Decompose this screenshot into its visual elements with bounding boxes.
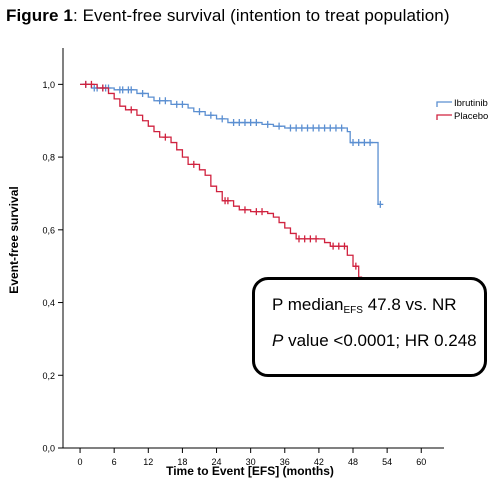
censor-mark	[287, 124, 294, 132]
x-tick-label: 42	[314, 457, 324, 467]
x-tick-label: 0	[78, 457, 83, 467]
censor-mark	[128, 106, 135, 114]
censor-mark	[341, 242, 348, 250]
legend-label: Ibrutinib	[454, 98, 488, 109]
censor-mark	[307, 235, 314, 243]
censor-mark	[179, 100, 186, 108]
censor-mark	[313, 235, 320, 243]
censor-mark	[295, 235, 302, 243]
chart-legend: Ibrutinib Placebo	[436, 98, 488, 122]
series-layer	[80, 80, 385, 288]
y-tick-label: 0,4	[42, 298, 55, 308]
series-ibrutinib	[80, 80, 384, 208]
median-prefix: P median	[272, 295, 344, 314]
y-tick-label: 0,0	[42, 444, 55, 454]
statistics-annotation-box: P medianEFS 47.8 vs. NR P value <0.0001;…	[252, 277, 487, 377]
series-placebo	[80, 80, 385, 288]
y-tick-label: 1,0	[42, 80, 55, 90]
censor-mark	[350, 139, 357, 147]
censor-mark	[259, 208, 266, 216]
y-tick-label: 0,6	[42, 225, 55, 235]
censor-mark	[128, 86, 135, 94]
censor-mark	[330, 242, 337, 250]
censor-mark	[327, 124, 334, 132]
censor-mark	[321, 124, 328, 132]
censor-mark	[304, 124, 311, 132]
censor-mark	[247, 119, 254, 127]
y-tick-label: 0,2	[42, 371, 55, 381]
censor-mark	[162, 133, 169, 141]
legend-label: Placebo	[454, 111, 488, 122]
p-italic: P	[272, 331, 284, 350]
censor-mark	[196, 108, 203, 116]
censor-mark	[241, 206, 248, 214]
censor-mark	[190, 160, 197, 168]
median-subscript: EFS	[343, 305, 363, 316]
censor-mark	[276, 122, 283, 130]
censor-mark	[88, 80, 95, 88]
censor-mark	[361, 139, 368, 147]
survival-curve-ibrutinib	[80, 83, 382, 206]
chart-axes: 0,0 0,2 0,4 0,6 0,8 1,0 0 6 12 18 24 30 36 42 48 54 60	[42, 48, 444, 467]
p-value-line: P value <0.0001; HR 0.248	[272, 330, 484, 352]
p-value-hr: value <0.0001; HR 0.248	[283, 331, 477, 350]
censor-mark	[230, 119, 237, 127]
censor-mark	[298, 124, 305, 132]
y-axis-label: Event-free survival	[7, 186, 21, 293]
censor-mark	[293, 124, 300, 132]
legend-swatch	[436, 114, 452, 120]
survival-curve-placebo	[80, 83, 382, 286]
figure-label: Figure 1	[6, 6, 73, 25]
censor-mark	[332, 124, 339, 132]
x-tick-label: 12	[143, 457, 153, 467]
censor-mark	[355, 139, 362, 147]
censor-mark	[335, 242, 342, 250]
censor-mark	[367, 139, 374, 147]
median-efs-line: P medianEFS 47.8 vs. NR	[272, 294, 484, 316]
censor-mark	[352, 262, 359, 270]
censor-mark	[310, 124, 317, 132]
x-tick-label: 30	[246, 457, 256, 467]
x-tick-label: 54	[382, 457, 392, 467]
x-axis-label: Time to Event [EFS] (months)	[166, 464, 334, 478]
x-tick-label: 48	[348, 457, 358, 467]
x-tick-label: 6	[112, 457, 117, 467]
legend-swatch	[436, 101, 452, 107]
censor-mark	[162, 97, 169, 105]
censor-mark	[82, 80, 89, 88]
censor-mark	[264, 120, 271, 128]
censor-mark	[241, 119, 248, 127]
censor-mark	[173, 100, 180, 108]
censor-mark	[119, 86, 126, 94]
censor-mark	[338, 124, 345, 132]
censor-mark	[253, 119, 260, 127]
censor-mark	[139, 89, 146, 97]
x-tick-label: 60	[416, 457, 426, 467]
median-values: 47.8 vs. NR	[362, 295, 457, 314]
censor-mark	[207, 111, 214, 119]
x-tick-label: 36	[280, 457, 290, 467]
censor-mark	[99, 84, 106, 92]
x-tick-label: 24	[212, 457, 222, 467]
figure-title-text: : Event-free survival (intention to trea…	[72, 6, 450, 25]
censor-mark	[224, 197, 231, 205]
y-tick-label: 0,8	[42, 153, 55, 163]
censor-mark	[156, 97, 163, 105]
censor-mark	[236, 119, 243, 127]
censor-mark	[377, 200, 384, 208]
x-tick-label: 18	[177, 457, 187, 467]
censor-mark	[301, 235, 308, 243]
figure-title: Figure 1: Event-free survival (intention…	[6, 6, 450, 26]
censor-mark	[219, 115, 226, 123]
censor-mark	[253, 208, 260, 216]
censor-mark	[315, 124, 322, 132]
